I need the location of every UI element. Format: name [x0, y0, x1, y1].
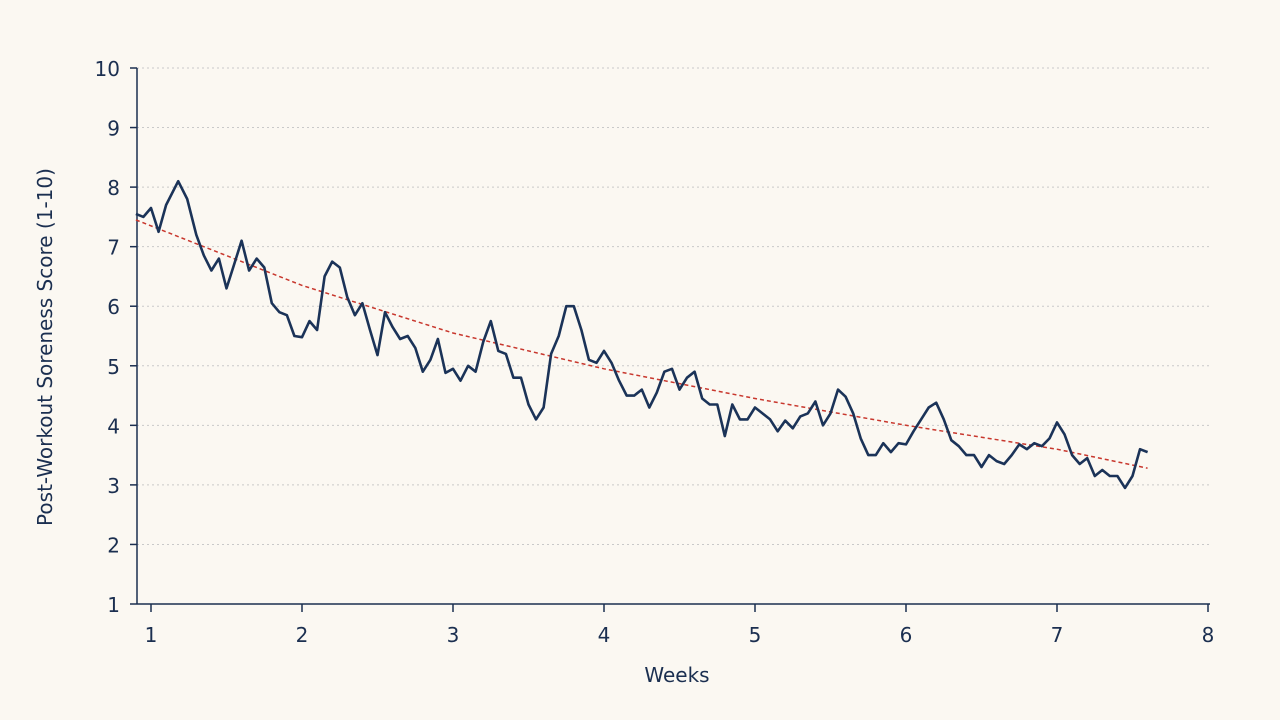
x-tick-label-6: 6: [900, 623, 913, 647]
x-tick-label-7: 7: [1051, 623, 1064, 647]
y-tick-label-5: 5: [107, 355, 120, 379]
y-tick-label-3: 3: [107, 474, 120, 498]
x-tick-label-4: 4: [598, 623, 611, 647]
y-tick-label-2: 2: [107, 533, 120, 557]
series-line: [135, 179, 1149, 490]
axes: [136, 68, 1210, 605]
x-tick-label-3: 3: [447, 623, 460, 647]
x-axis-title: Weeks: [644, 663, 709, 687]
y-tick-labels: 1 2 3 4 5 6 7 8 9 10: [95, 57, 137, 617]
y-tick-label-4: 4: [107, 414, 120, 438]
x-tick-label-1: 1: [145, 623, 158, 647]
y-tick-label-1: 1: [107, 593, 120, 617]
x-tick-label-2: 2: [296, 623, 309, 647]
y-tick-label-8: 8: [107, 176, 120, 200]
y-axis-title: Post-Workout Soreness Score (1-10): [33, 168, 57, 526]
x-tick-label-5: 5: [749, 623, 762, 647]
x-tick-label-8: 8: [1202, 623, 1215, 647]
y-tick-label-10: 10: [95, 57, 120, 81]
y-tick-label-7: 7: [107, 236, 120, 260]
grid-lines: [137, 67, 1210, 545]
y-tick-label-9: 9: [107, 117, 120, 141]
y-tick-label-6: 6: [107, 295, 120, 319]
x-tick-labels: 1 2 3 4 5 6 7 8: [145, 604, 1215, 647]
trend-line: [135, 219, 1148, 469]
